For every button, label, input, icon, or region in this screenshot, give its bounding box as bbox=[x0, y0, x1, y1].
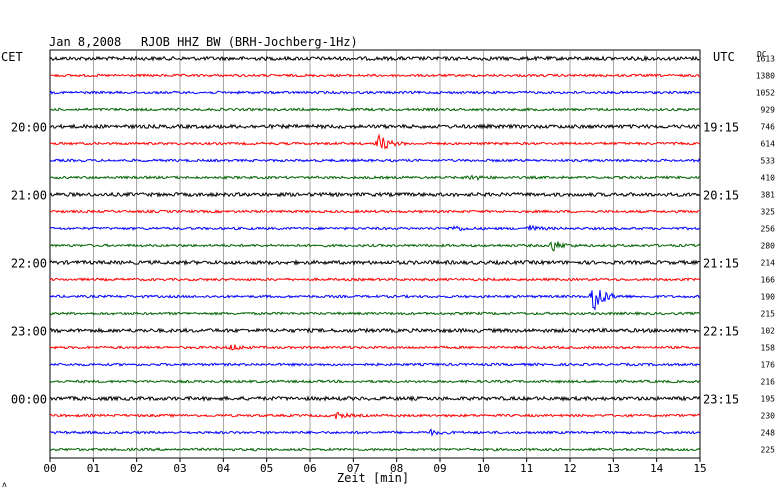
dc-value-label: 166 bbox=[761, 276, 776, 285]
trace-row-3 bbox=[49, 107, 701, 112]
left-time-labels: 20:00 21:00 22:00 23:00 00:00 bbox=[11, 121, 47, 407]
left-time-label: 00:00 bbox=[11, 393, 47, 407]
trace-row-16 bbox=[49, 327, 701, 334]
dc-value-label: 190 bbox=[761, 293, 776, 302]
x-tick-label: 07 bbox=[347, 462, 360, 475]
trace-row-12 bbox=[49, 259, 701, 266]
dc-value-label: 381 bbox=[761, 191, 776, 200]
x-tick-labels: 00 01 02 03 04 05 06 07 08 09 10 11 12 13 14 15 bbox=[43, 458, 707, 475]
x-axis-label: Zeit [min] bbox=[337, 471, 409, 485]
left-time-label: 23:00 bbox=[11, 325, 47, 339]
x-tick-label: 03 bbox=[173, 462, 186, 475]
trace-row-14 bbox=[49, 290, 701, 312]
time-grid bbox=[92, 50, 658, 458]
trace-group bbox=[49, 54, 701, 452]
trace-row-18 bbox=[49, 362, 701, 367]
trace-row-21 bbox=[49, 411, 701, 420]
right-time-label: 20:15 bbox=[703, 189, 739, 203]
trace-row-6 bbox=[49, 158, 701, 163]
trace-row-10 bbox=[49, 224, 701, 232]
x-tick-label: 14 bbox=[650, 462, 664, 475]
dc-value-label: 325 bbox=[761, 208, 776, 217]
x-tick-label: 11 bbox=[520, 462, 533, 475]
x-tick-label: 00 bbox=[43, 462, 56, 475]
left-time-label: 21:00 bbox=[11, 189, 47, 203]
dc-value-label: 1052 bbox=[756, 89, 775, 98]
dc-value-label: 102 bbox=[761, 327, 776, 336]
corner-mark: ʌ bbox=[2, 480, 7, 489]
trace-row-17 bbox=[49, 344, 701, 351]
left-time-label: 22:00 bbox=[11, 257, 47, 271]
dc-value-label: 410 bbox=[761, 174, 776, 183]
x-tick-label: 05 bbox=[260, 462, 273, 475]
dc-value-label: 614 bbox=[761, 140, 776, 149]
x-tick-label: 09 bbox=[433, 462, 446, 475]
x-tick-label: 08 bbox=[390, 462, 403, 475]
trace-row-15 bbox=[49, 311, 701, 316]
header-station: RJOB HHZ BW (BRH-Jochberg-1Hz) bbox=[141, 35, 358, 49]
header-date: Jan 8,2008 bbox=[49, 35, 121, 49]
trace-row-11 bbox=[49, 241, 701, 252]
dc-value-label: 1380 bbox=[756, 72, 775, 81]
left-time-label: 20:00 bbox=[11, 121, 47, 135]
right-time-label: 21:15 bbox=[703, 257, 739, 271]
left-zone-label: CET bbox=[1, 50, 23, 64]
dc-value-label: 214 bbox=[761, 259, 776, 268]
dc-value-label: 158 bbox=[761, 344, 776, 353]
dc-label: DC bbox=[757, 50, 767, 59]
trace-row-9 bbox=[49, 209, 701, 214]
trace-row-13 bbox=[49, 277, 701, 282]
x-tick-label: 04 bbox=[217, 462, 231, 475]
trace-row-7 bbox=[49, 174, 701, 182]
trace-row-4 bbox=[49, 123, 701, 130]
right-time-label: 19:15 bbox=[703, 121, 739, 135]
x-tick-label: 10 bbox=[477, 462, 490, 475]
trace-row-20 bbox=[49, 395, 701, 403]
dc-value-label: 176 bbox=[761, 361, 776, 370]
x-tick-label: 15 bbox=[693, 462, 706, 475]
dc-value-label: 746 bbox=[761, 123, 776, 132]
dc-value-label: 248 bbox=[761, 429, 776, 438]
trace-row-19 bbox=[49, 379, 701, 384]
trace-row-22 bbox=[49, 428, 701, 437]
trace-row-5 bbox=[49, 133, 701, 150]
right-time-label: 22:15 bbox=[703, 325, 739, 339]
x-tick-label: 06 bbox=[303, 462, 316, 475]
plot-frame bbox=[49, 49, 701, 459]
trace-row-2 bbox=[49, 90, 701, 95]
right-time-label: 23:15 bbox=[703, 393, 739, 407]
trace-row-1 bbox=[50, 73, 701, 78]
x-tick-label: 02 bbox=[130, 462, 143, 475]
x-tick-label: 13 bbox=[607, 462, 620, 475]
trace-row-23 bbox=[49, 447, 701, 452]
dc-value-label: 216 bbox=[761, 378, 776, 387]
right-zone-label: UTC bbox=[713, 50, 735, 64]
dc-value-label: 1613 bbox=[756, 55, 775, 64]
dc-value-label: 533 bbox=[761, 157, 776, 166]
trace-row-8 bbox=[49, 191, 701, 198]
dc-value-label: 280 bbox=[761, 242, 776, 251]
dc-value-label: 230 bbox=[761, 412, 776, 421]
dc-value-label: 225 bbox=[761, 446, 776, 455]
trace-row-0 bbox=[49, 54, 700, 62]
right-time-labels: 19:15 20:15 21:15 22:15 23:15 bbox=[703, 121, 739, 407]
x-tick-label: 01 bbox=[87, 462, 100, 475]
x-tick-label: 12 bbox=[563, 462, 576, 475]
dc-value-label: 195 bbox=[761, 395, 776, 404]
dc-value-label: 929 bbox=[761, 106, 776, 115]
dc-value-labels: 1613 1380 1052 929 746 614 533 410 381 325 256 280 2… bbox=[756, 55, 775, 455]
dc-value-label: 215 bbox=[761, 310, 776, 319]
dc-value-label: 256 bbox=[761, 225, 776, 234]
